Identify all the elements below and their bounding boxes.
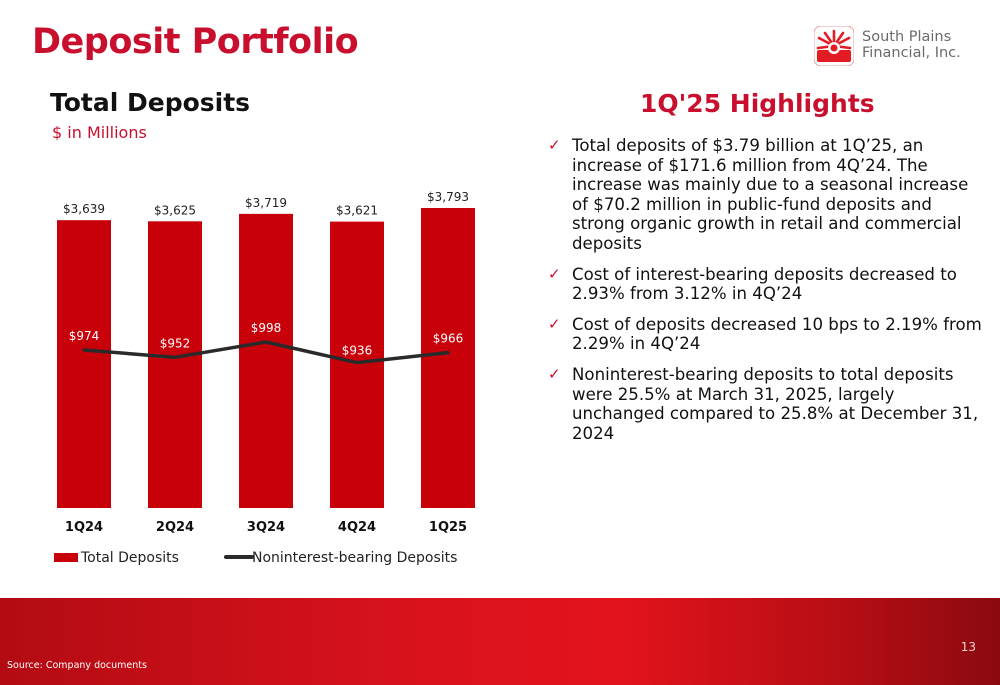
series-line-noninterest — [82, 340, 450, 365]
x-tick-label: 1Q24 — [65, 520, 103, 535]
line-value-label: $936 — [342, 344, 373, 358]
highlight-text: Noninterest-bearing deposits to total de… — [572, 364, 979, 443]
footer-band — [0, 598, 1000, 685]
checkmark-icon: ✓ — [548, 364, 561, 383]
line-value-label: $998 — [251, 321, 282, 335]
x-tick-label: 3Q24 — [247, 520, 285, 535]
line-value-label: $952 — [160, 336, 191, 350]
highlight-item: ✓ Cost of deposits decreased 10 bps to 2.… — [548, 315, 988, 354]
checkmark-icon: ✓ — [548, 136, 561, 154]
bar-total-deposits — [57, 220, 111, 508]
slide-title: Deposit Portfolio — [32, 22, 359, 62]
company-logo: South Plains Financial, Inc. — [813, 25, 974, 70]
line-value-label: $966 — [433, 332, 464, 346]
page-number: 13 — [960, 640, 976, 654]
highlight-item: ✓ Total deposits of $3.79 billion at 1Q’2… — [548, 136, 988, 254]
bar-value-label: $3,793 — [427, 190, 469, 204]
legend-swatch-bar — [54, 553, 78, 562]
checkmark-icon: ✓ — [548, 264, 561, 283]
chart-subtitle: $ in Millions — [52, 123, 147, 142]
legend-label-total-deposits: Total Deposits — [80, 550, 179, 566]
bar-total-deposits — [421, 208, 475, 508]
bar-value-label: $3,621 — [336, 204, 378, 218]
bar-total-deposits — [148, 221, 202, 508]
bar-total-deposits — [239, 213, 293, 508]
x-tick-label: 2Q24 — [156, 520, 194, 535]
bar-value-label: $3,625 — [154, 203, 196, 217]
deposits-chart: $3,639 1Q24 $3,625 2Q24 $3,719 3Q24 $3,621 4Q24… — [54, 190, 475, 566]
highlight-item: ✓ Noninterest-bearing deposits to total d… — [548, 365, 988, 443]
checkmark-icon: ✓ — [548, 314, 561, 333]
legend-label-noninterest: Noninterest-bearing Deposits — [252, 550, 457, 566]
logo-name-line2: Financial, Inc. — [862, 45, 961, 61]
bar-total-deposits — [330, 221, 384, 508]
highlights-list: ✓ Total deposits of $3.79 billion at 1Q’2… — [548, 136, 988, 454]
chart-title: Total Deposits — [50, 88, 251, 117]
source-note: Source: Company documents — [7, 660, 147, 671]
logo-name-line1: South Plains — [862, 29, 952, 45]
bar-value-label: $3,639 — [63, 202, 105, 216]
x-tick-label: 4Q24 — [338, 520, 376, 535]
bar-value-label: $3,719 — [245, 196, 287, 210]
highlight-text: Cost of interest-bearing deposits decrea… — [572, 264, 957, 304]
sun-rays-logo-icon — [813, 25, 855, 67]
x-tick-label: 1Q25 — [429, 520, 467, 535]
highlight-item: ✓ Cost of interest-bearing deposits decre… — [548, 265, 988, 304]
line-value-label: $974 — [69, 329, 100, 343]
highlight-text: Cost of deposits decreased 10 bps to 2.1… — [572, 314, 982, 354]
highlights-title: 1Q'25 Highlights — [640, 89, 875, 118]
highlight-text: Total deposits of $3.79 billion at 1Q’25… — [572, 136, 969, 253]
